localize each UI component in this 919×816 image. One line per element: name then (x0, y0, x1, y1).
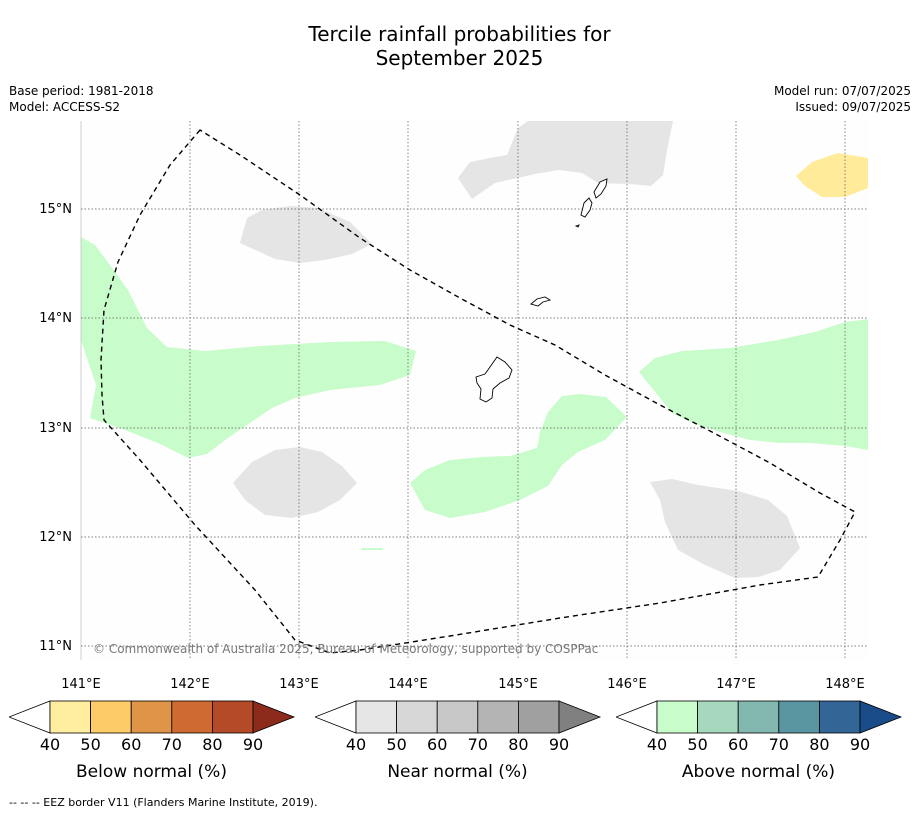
cb-tick: 90 (243, 735, 263, 750)
eez-footnote: -- -- -- EEZ border V11 (Flanders Marine… (9, 796, 318, 809)
near-normal-region-west (240, 206, 372, 263)
copyright-text: © Commonwealth of Australia 2025, Bureau… (93, 642, 598, 656)
colorbar-segment (396, 700, 438, 734)
cb-tick: 40 (40, 735, 60, 750)
cb-tick: 40 (647, 735, 667, 750)
colorbar-label-above: Above normal (%) (681, 762, 836, 782)
lat-label: 14°N (39, 311, 72, 326)
graticule (80, 121, 868, 660)
colorbar-extend-max (859, 700, 903, 734)
colorbar-segment (477, 700, 519, 734)
colorbar-extend-min (616, 700, 658, 734)
island-guam (475, 356, 513, 403)
colorbar-segment (436, 700, 479, 734)
island-tinian (580, 197, 593, 218)
colorbar-ticks: 40 50 60 70 80 90 (40, 735, 263, 750)
colorbar-extend-max (558, 700, 602, 734)
cb-tick: 50 (80, 735, 100, 750)
lon-label: 141°E (61, 677, 101, 692)
cb-tick: 80 (508, 735, 528, 750)
colorbar-segment (697, 700, 739, 734)
meta-left: Base period: 1981-2018 Model: ACCESS-S2 (9, 83, 154, 115)
colorbar-segment (778, 700, 820, 734)
cb-tick: 90 (850, 735, 870, 750)
colorbar-segment (171, 700, 213, 734)
eez-border (100, 129, 856, 654)
cb-tick: 90 (549, 735, 569, 750)
colorbar-extend-max (252, 700, 296, 734)
lon-label: 143°E (279, 677, 319, 692)
meta-right: Model run: 07/07/2025 Issued: 09/07/2025 (774, 83, 911, 115)
lon-label: 146°E (607, 677, 647, 692)
map-title: Tercile rainfall probabilities for Septe… (0, 22, 919, 70)
lon-label: 147°E (716, 677, 756, 692)
below-normal-region-northeast (796, 153, 868, 197)
lon-label: 145°E (498, 677, 538, 692)
colorbar-above-normal: 40 50 60 70 80 90 (616, 700, 903, 750)
cb-tick: 40 (346, 735, 366, 750)
lon-label: 144°E (388, 677, 428, 692)
longitude-labels: 141°E 142°E 143°E 144°E 145°E 146°E 147°… (61, 677, 865, 692)
lon-label: 148°E (825, 677, 865, 692)
cb-tick: 50 (687, 735, 707, 750)
colorbar-segment (656, 700, 698, 734)
colorbar-segment (90, 700, 132, 734)
near-normal-region-southwest (233, 447, 357, 518)
colorbar-below-normal: 40 50 60 70 80 90 (9, 700, 296, 750)
colorbar-label-below: Below normal (%) (76, 762, 227, 782)
model-run: Model run: 07/07/2025 (773, 84, 911, 98)
rainfall-map: © Commonwealth of Australia 2025, Bureau… (39, 121, 868, 692)
colorbar-ticks: 40 50 60 70 80 90 (647, 735, 870, 750)
cb-tick: 70 (468, 735, 488, 750)
lat-label: 12°N (39, 530, 72, 545)
cb-tick: 70 (769, 735, 789, 750)
title-line-2: September 2025 (375, 46, 544, 70)
islands (475, 178, 608, 403)
cb-tick: 60 (121, 735, 141, 750)
colorbar-near-normal: 40 50 60 70 80 90 (315, 700, 602, 750)
lat-label: 13°N (39, 421, 72, 436)
near-normal-region-north (458, 121, 673, 199)
above-normal-speck (361, 548, 383, 550)
latitude-labels: 15°N 14°N 13°N 12°N 11°N (39, 202, 72, 654)
above-normal-region-east (639, 319, 868, 450)
lon-label: 142°E (170, 677, 210, 692)
colorbar-extend-min (9, 700, 51, 734)
colorbar-segment (818, 700, 861, 734)
cb-tick: 50 (386, 735, 406, 750)
island-rota (530, 296, 552, 307)
cb-tick: 60 (728, 735, 748, 750)
colorbar-segment (355, 700, 397, 734)
cb-tick: 80 (809, 735, 829, 750)
issued-date: Issued: 09/07/2025 (795, 100, 911, 114)
colorbar-label-near: Near normal (%) (387, 762, 528, 782)
colorbar-segment (517, 700, 560, 734)
lat-label: 11°N (39, 639, 72, 654)
above-normal-region-south-central (410, 394, 627, 518)
colorbar-extend-min (315, 700, 357, 734)
colorbar-segment (49, 700, 91, 734)
model-name: Model: ACCESS-S2 (9, 100, 121, 114)
colorbar-segment (211, 700, 254, 734)
cb-tick: 80 (202, 735, 222, 750)
above-normal-region-west (81, 237, 416, 458)
title-line-1: Tercile rainfall probabilities for (308, 22, 611, 46)
cb-tick: 60 (427, 735, 447, 750)
island-saipan (593, 178, 608, 199)
colorbar-ticks: 40 50 60 70 80 90 (346, 735, 569, 750)
colorbar-segment (737, 700, 780, 734)
colorbar-segment (130, 700, 173, 734)
base-period: Base period: 1981-2018 (9, 84, 154, 98)
cb-tick: 70 (162, 735, 182, 750)
near-normal-region-southeast (650, 479, 800, 578)
island-aguijan (574, 224, 580, 228)
lat-label: 15°N (39, 202, 72, 217)
